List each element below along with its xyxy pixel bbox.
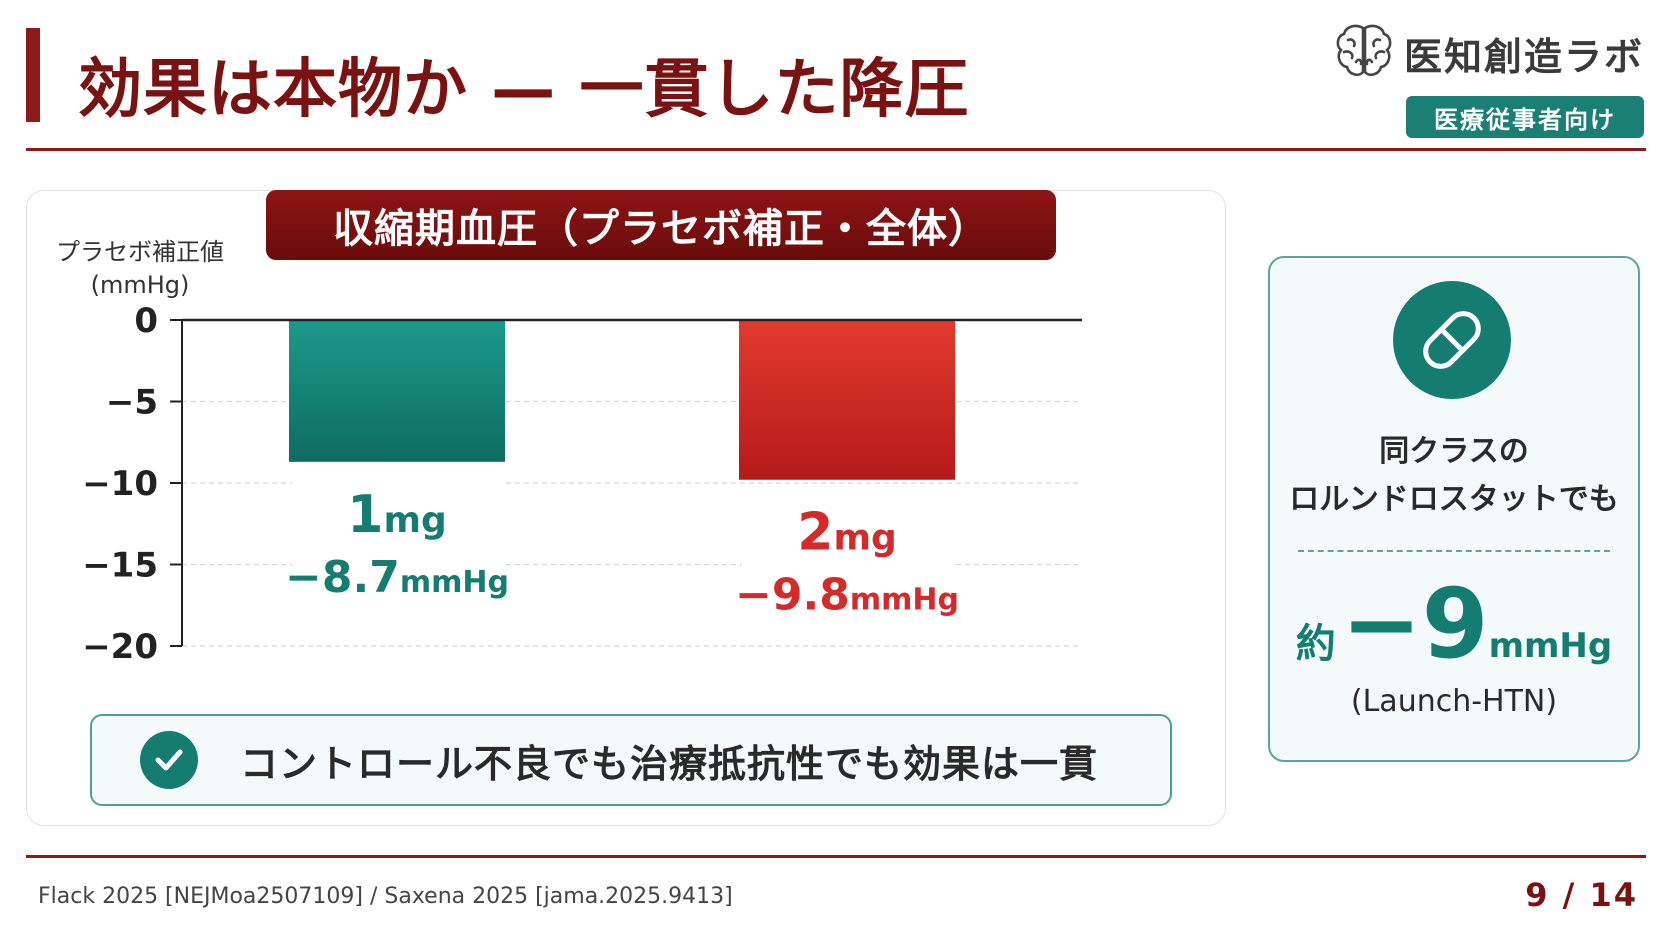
comparison-value-prefix: 約 — [1295, 621, 1336, 667]
bar-label-background — [742, 497, 952, 610]
y-tick-label: −5 — [106, 383, 158, 423]
pill-icon — [1393, 281, 1511, 399]
bar-2mg — [739, 320, 955, 480]
consistency-banner: コントロール不良でも治療抵抗性でも効果は一貫 — [90, 714, 1172, 806]
check-circle-icon — [140, 731, 198, 789]
data-label: −8.7mmHg — [285, 552, 509, 603]
y-tick-label: −15 — [82, 546, 158, 586]
banner-text: コントロール不良でも治療抵抗性でも効果は一貫 — [240, 741, 1099, 786]
chart-title: 収縮期血圧（プラセボ補正・全体） — [266, 190, 1056, 260]
brain-icon — [1334, 22, 1394, 84]
brand: 医知創造ラボ — [1334, 22, 1644, 84]
bar-1mg — [289, 320, 505, 462]
comparison-value-number: −9 — [1341, 568, 1489, 680]
title-accent-bar — [26, 28, 40, 122]
data-label: −9.8mmHg — [735, 570, 959, 621]
citation: Flack 2025 [NEJMoa2507109] / Saxena 2025… — [38, 884, 733, 909]
bar-label-background — [292, 479, 502, 592]
category-label: 1mg — [347, 485, 446, 545]
comparison-line2: ロルンドロスタットでも — [1289, 482, 1619, 517]
brand-name: 医知創造ラボ — [1403, 34, 1644, 79]
y-tick-label: 0 — [134, 301, 158, 341]
page-title: 効果は本物か — 一貫した降圧 — [78, 53, 970, 127]
y-axis-label-line1: プラセボ補正値 — [56, 238, 224, 266]
audience-tag: 医療従事者向け — [1406, 96, 1644, 138]
title-divider — [26, 148, 1646, 151]
comparison-source: (Launch-HTN) — [1350, 684, 1558, 719]
y-tick-label: −20 — [82, 627, 158, 667]
comparison-value: 約 −9mmHg — [1268, 568, 1640, 680]
category-label: 2mg — [797, 503, 896, 563]
dashed-divider — [1298, 550, 1610, 552]
page-number: 9 / 14 — [1525, 876, 1638, 914]
comparison-value-unit: mmHg — [1488, 626, 1613, 666]
y-axis-label-line2: (mmHg) — [90, 271, 190, 299]
y-tick-label: −10 — [82, 464, 158, 504]
comparison-line1: 同クラスの — [1379, 434, 1529, 469]
y-axis-label: プラセボ補正値 (mmHg) — [50, 236, 230, 302]
footer-divider — [26, 855, 1646, 858]
